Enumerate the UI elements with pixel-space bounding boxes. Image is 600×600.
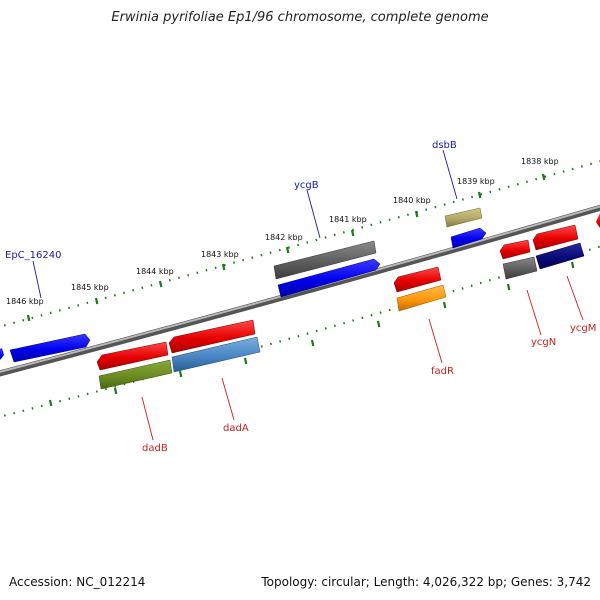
dsbb-match-bar[interactable] <box>445 208 482 227</box>
scale-label: 1841 kbp <box>329 215 367 224</box>
genome-map: 1838 kbp 1839 kbp 1840 kbp 1841 kbp 1842… <box>0 0 600 600</box>
accession-text: Accession: NC_012214 <box>9 575 145 589</box>
genome-summary-text: Topology: circular; Length: 4,026,322 bp… <box>261 575 591 589</box>
gene-label[interactable]: ycgN <box>531 337 556 348</box>
scale-label: 1839 kbp <box>457 177 495 186</box>
gene-label[interactable]: ycgM <box>570 323 596 334</box>
scale-label: 1840 kbp <box>393 196 431 205</box>
gene-label[interactable]: fadR <box>431 366 454 377</box>
gene-labels: EpC_16240 ycgB dsbB dadB dadA fadR ycgN … <box>5 140 596 454</box>
scale-label: 1843 kbp <box>201 250 239 259</box>
gene-label[interactable]: EpC_16240 <box>5 250 61 261</box>
gene-label[interactable]: ycgB <box>294 180 319 191</box>
gene-label[interactable]: dsbB <box>432 140 457 151</box>
gene-label[interactable]: dadB <box>142 443 168 454</box>
scale-label: 1844 kbp <box>136 267 174 276</box>
edge-gene-right[interactable] <box>596 213 600 228</box>
ycgn-match-bar[interactable] <box>503 257 537 279</box>
scale-label: 1838 kbp <box>521 157 559 166</box>
scale-label: 1846 kbp <box>6 297 44 306</box>
label-leaders <box>33 150 583 440</box>
scale-label: 1842 kbp <box>265 233 303 242</box>
scale-label: 1845 kbp <box>71 283 109 292</box>
gene-label[interactable]: dadA <box>223 423 249 434</box>
ycgn-gene[interactable] <box>500 240 530 259</box>
forward-gene-left-edge[interactable] <box>0 348 4 363</box>
